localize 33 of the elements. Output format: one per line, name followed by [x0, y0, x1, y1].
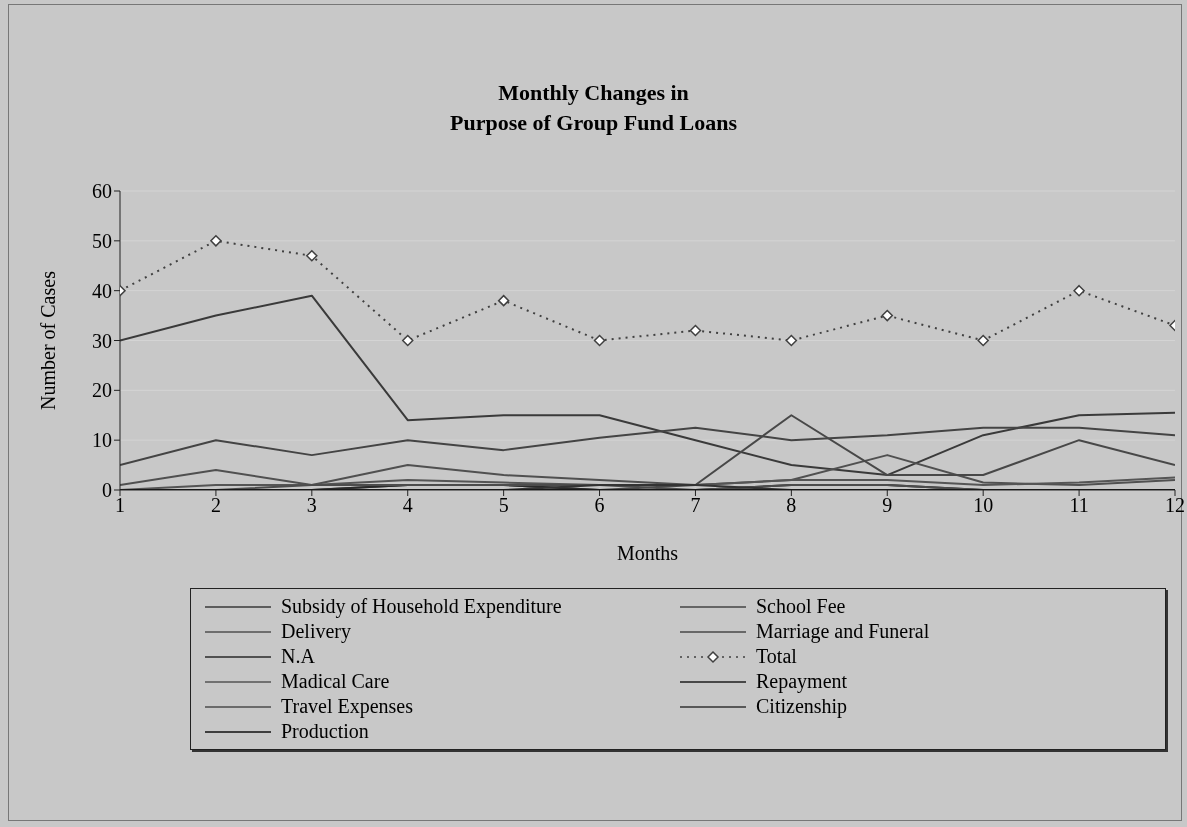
x-tick-label: 10: [973, 494, 994, 517]
x-tick-label: 7: [690, 494, 701, 517]
x-axis-title: Months: [616, 542, 679, 564]
legend-label: Total: [756, 645, 797, 668]
y-tick-label: 60: [92, 180, 112, 203]
legend-label: Repayment: [756, 670, 848, 693]
x-tick-label: 11: [1069, 494, 1089, 517]
x-tick-label: 12: [1165, 494, 1185, 517]
y-tick-label: 20: [92, 379, 112, 402]
legend-label: School Fee: [756, 595, 846, 618]
y-tick-label: 50: [92, 229, 112, 252]
legend-label: Citizenship: [756, 695, 848, 718]
chart-title: Monthly Changes in Purpose of Group Fund Loans: [449, 79, 738, 137]
y-tick-label: 10: [92, 429, 112, 452]
x-tick-label: 5: [498, 494, 509, 517]
y-axis-title: Number of Cases: [37, 270, 60, 410]
x-tick-label: 8: [786, 494, 797, 517]
legend-label: Subsidy of Household Expenditure: [281, 595, 562, 618]
x-tick-label: 6: [594, 494, 605, 517]
y-tick-label: 40: [92, 279, 112, 302]
legend-label: Madical Care: [281, 670, 390, 693]
legend-label: Delivery: [281, 620, 351, 643]
y-tick-label: 0: [102, 479, 112, 502]
x-tick-label: 1: [115, 494, 125, 517]
legend-label: N.A: [281, 645, 315, 668]
x-tick-label: 9: [882, 494, 893, 517]
x-tick-label: 3: [306, 494, 317, 517]
x-tick-label: 2: [210, 494, 221, 517]
legend-label: Production: [281, 720, 369, 743]
legend-label: Marriage and Funeral: [756, 620, 930, 643]
legend-label: Travel Expenses: [281, 695, 414, 718]
y-tick-label: 30: [92, 329, 112, 352]
x-tick-label: 4: [402, 494, 413, 517]
